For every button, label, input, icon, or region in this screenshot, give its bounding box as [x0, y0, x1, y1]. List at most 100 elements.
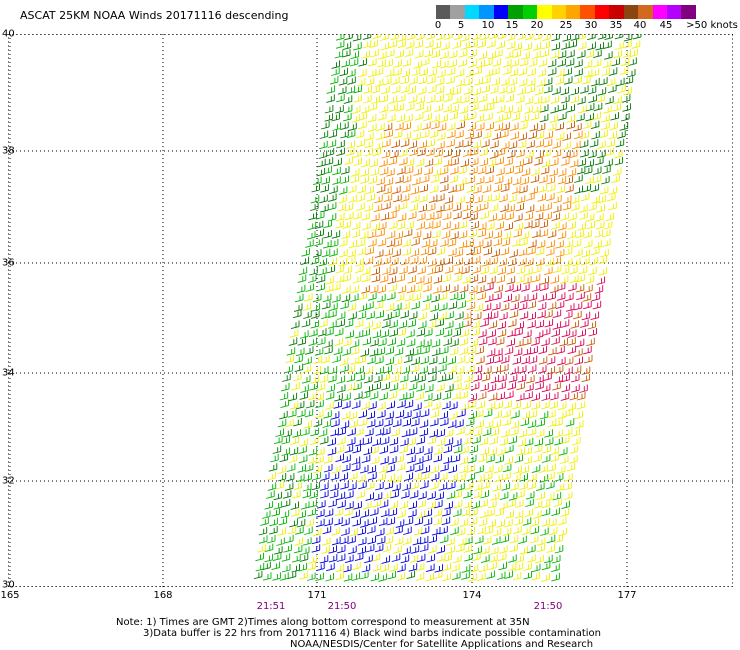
wind-barb [564, 473, 573, 482]
wind-barb [389, 319, 398, 329]
wind-barb [357, 546, 366, 555]
wind-barb [533, 453, 542, 463]
wind-barb [562, 34, 571, 42]
wind-barb [422, 339, 432, 348]
wind-barb [374, 67, 384, 76]
wind-barb [352, 561, 361, 571]
wind-barb [479, 437, 489, 446]
wind-barb [569, 455, 578, 464]
wind-barb [364, 139, 373, 149]
wind-barb [423, 276, 432, 285]
wind-barb [485, 102, 495, 111]
wind-barb [304, 463, 314, 472]
wind-barb [601, 121, 610, 131]
wind-barb [576, 392, 586, 401]
wind-barb [345, 330, 354, 339]
wind-barb [496, 274, 505, 284]
wind-barb [301, 248, 310, 257]
wind-barb [416, 339, 425, 348]
wind-barb [328, 309, 337, 319]
wind-barb [571, 428, 581, 437]
wind-barb [473, 365, 483, 374]
wind-barb [450, 104, 459, 113]
wind-barb [540, 527, 549, 536]
wind-barb [443, 158, 453, 167]
wind-barb [435, 85, 445, 95]
wind-barb [536, 418, 545, 428]
wind-barb [366, 410, 375, 420]
wind-barb [433, 453, 442, 463]
wind-barb [348, 471, 358, 481]
wind-barb [298, 454, 308, 464]
wind-barb [419, 67, 428, 77]
wind-barb [453, 444, 463, 454]
wind-barb [527, 239, 537, 249]
wind-barb [336, 140, 345, 149]
wind-barb [518, 247, 528, 257]
wind-barb [432, 211, 442, 220]
wind-barb [626, 69, 636, 78]
wind-barb [533, 444, 543, 453]
wind-barb [577, 328, 586, 338]
wind-barb [299, 571, 308, 580]
wind-barb [475, 465, 484, 474]
wind-barb [431, 527, 441, 536]
wind-barb [523, 562, 532, 571]
wind-barb [382, 76, 392, 86]
wind-barb [349, 528, 358, 537]
wind-barb [438, 472, 448, 481]
wind-barb [437, 373, 447, 383]
wind-barb [509, 309, 519, 319]
wind-barb [490, 374, 500, 384]
wind-barb [569, 445, 579, 454]
wind-barb [552, 492, 562, 501]
wind-barb [632, 34, 642, 40]
wind-barb [563, 310, 573, 319]
wind-barb [579, 384, 588, 393]
wind-barb [349, 419, 358, 429]
wind-barb [353, 42, 362, 51]
wind-barb [309, 267, 318, 276]
wind-barb [436, 69, 446, 78]
wind-barb [335, 40, 345, 49]
wind-barb [441, 284, 450, 293]
wind-barb [384, 481, 394, 490]
wind-barb [299, 553, 309, 562]
wind-barb [504, 570, 513, 579]
wind-barb [526, 544, 536, 554]
wind-barb [420, 246, 430, 256]
wind-barb [431, 220, 441, 229]
wind-barb [314, 409, 324, 419]
wind-barb [522, 329, 532, 339]
wind-barb [474, 535, 484, 545]
wind-barb [455, 183, 465, 193]
wind-barb [330, 427, 339, 437]
wind-barb [411, 356, 420, 366]
wind-barb [381, 372, 390, 382]
wind-barb [427, 246, 437, 256]
wind-barb [433, 157, 443, 166]
wind-barb [509, 122, 519, 132]
wind-barb [509, 543, 519, 553]
wind-barb [372, 437, 381, 447]
wind-barb [480, 210, 489, 220]
wind-barb [504, 456, 513, 465]
wind-barb [344, 319, 354, 328]
wind-barb [531, 401, 541, 410]
wind-barb [490, 67, 500, 76]
wind-barb [587, 321, 597, 330]
wind-barb [323, 165, 333, 175]
wind-barb [416, 328, 426, 337]
wind-barb [382, 543, 392, 553]
wind-barb [352, 275, 362, 284]
wind-barb [583, 60, 593, 69]
wind-speed-color-scale [436, 5, 696, 19]
wind-barb [528, 409, 538, 419]
wind-barb [439, 60, 449, 69]
wind-barb [551, 34, 560, 42]
wind-barb [380, 329, 389, 338]
wind-barb [491, 536, 501, 545]
wind-barb [312, 527, 322, 537]
wind-barb [525, 498, 534, 507]
wind-barb [385, 68, 395, 78]
